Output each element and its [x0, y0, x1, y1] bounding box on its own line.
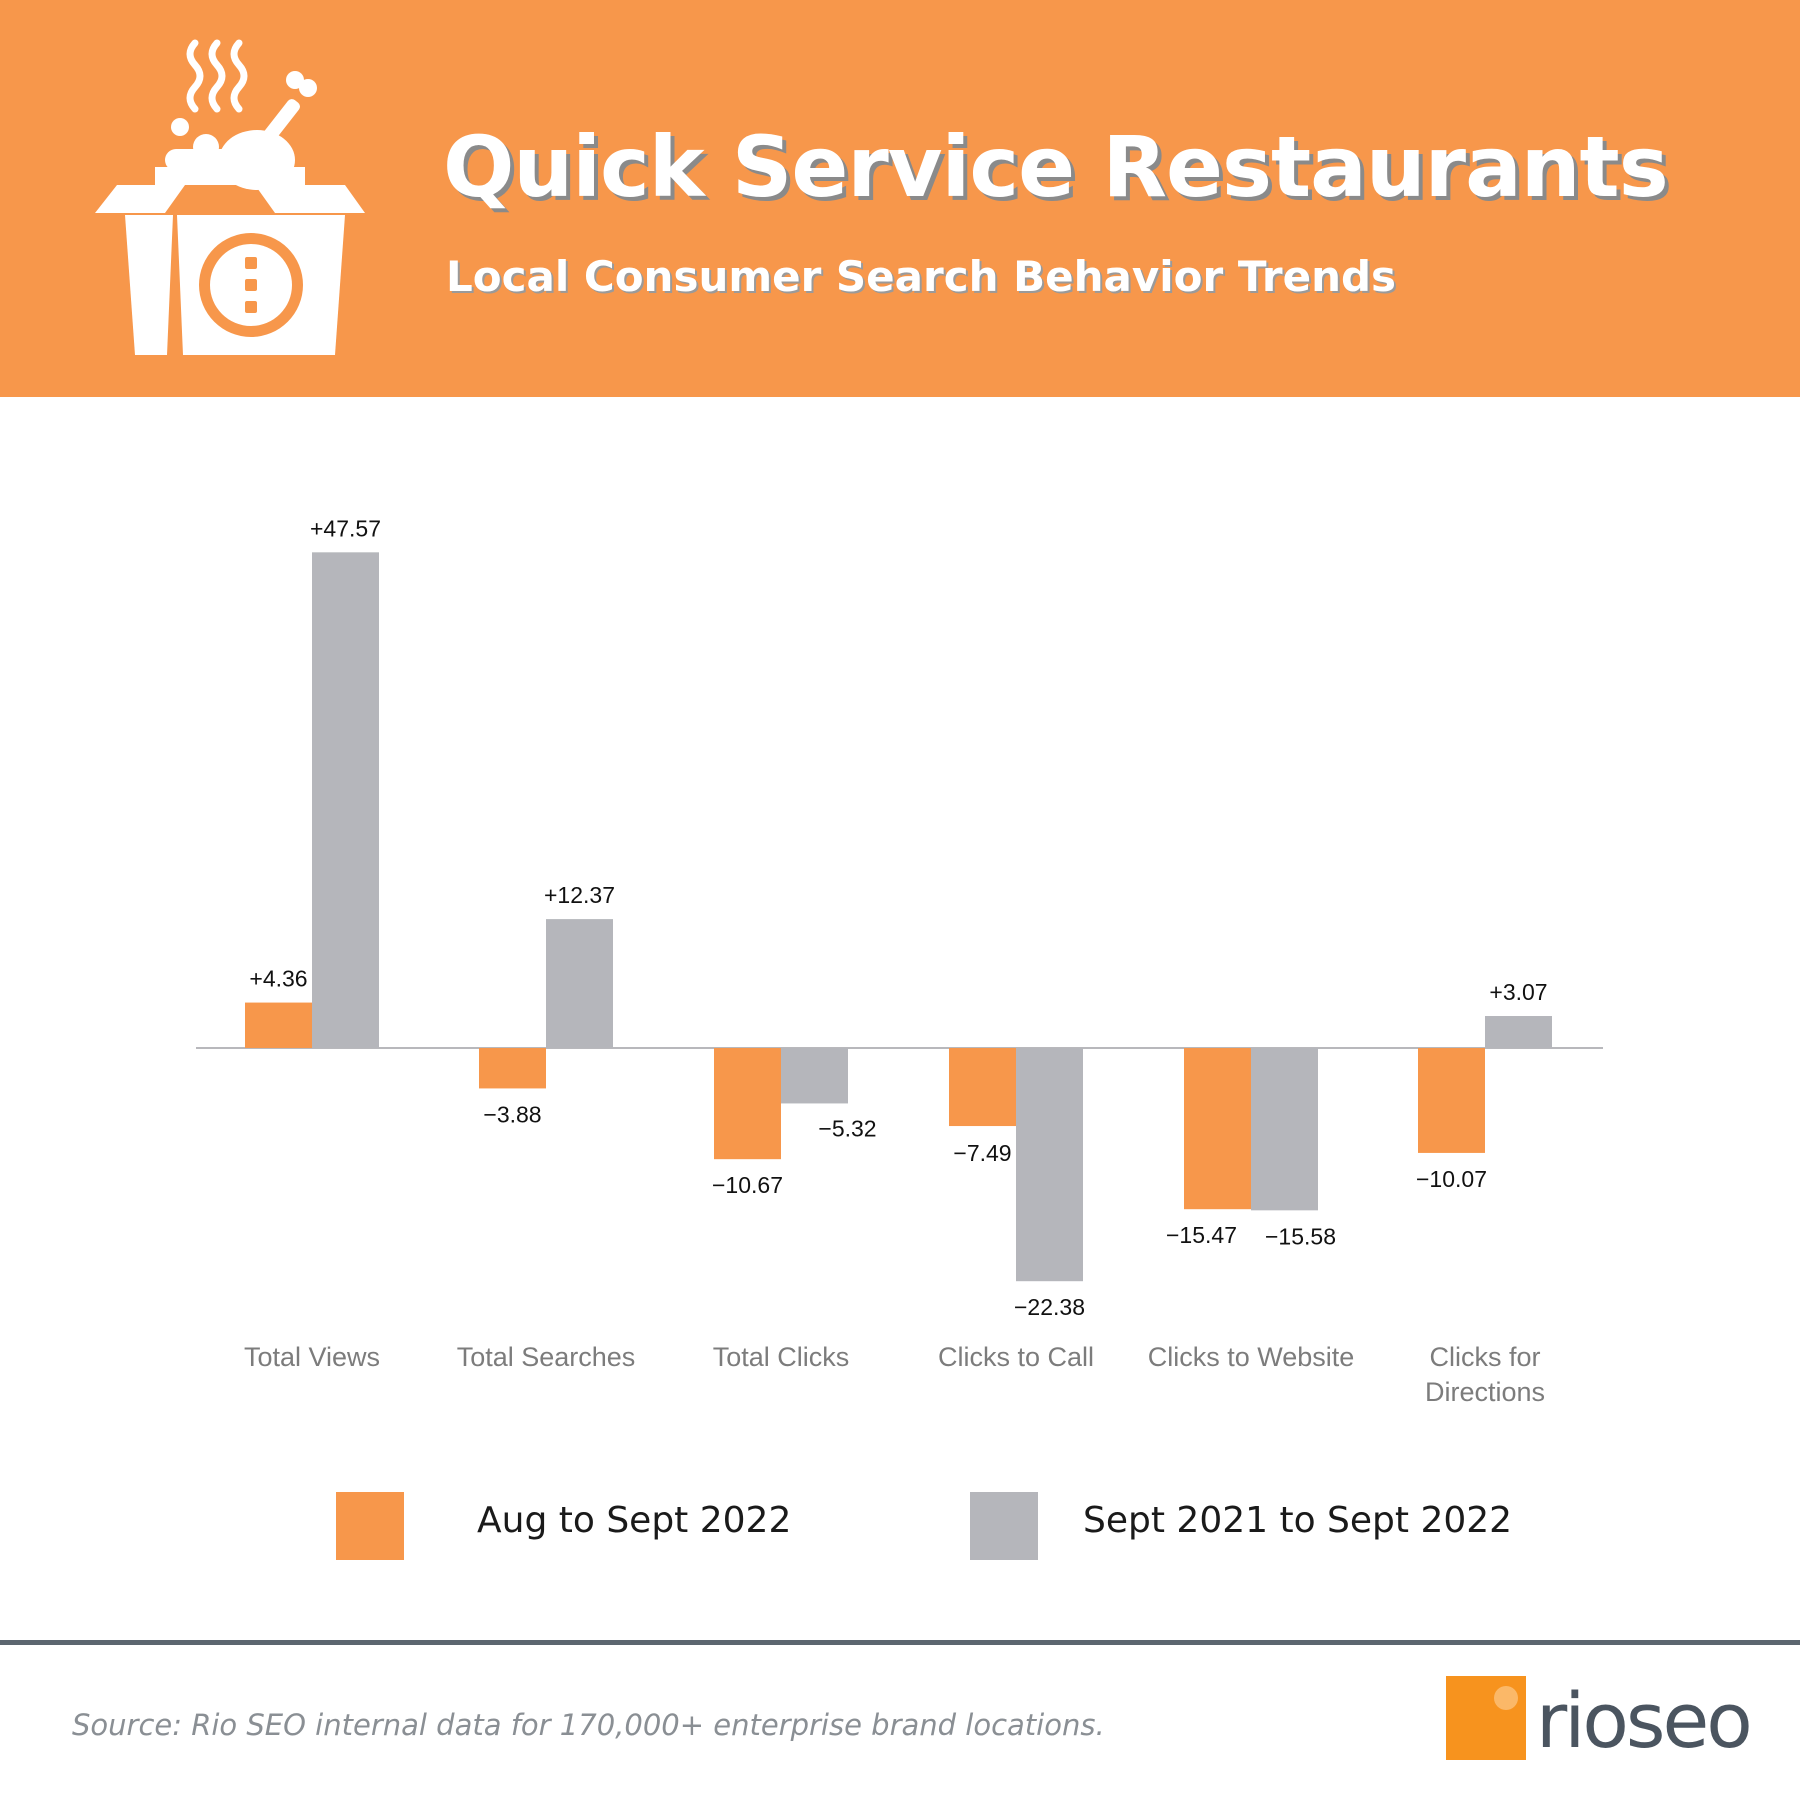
- bar-sept-2021-sept-2022-4: [1251, 1048, 1318, 1211]
- legend-label-aug-sept-2022: Aug to Sept 2022: [477, 1500, 792, 1541]
- source-note: Source: Rio SEO internal data for 170,00…: [72, 1708, 1105, 1742]
- rio-seo-logo[interactable]: rioseo: [1446, 1670, 1776, 1770]
- bar-value-label-1-0: +47.57: [310, 515, 381, 541]
- takeout-food-box-icon: [95, 39, 365, 355]
- category-label-5-line2: Directions: [1425, 1377, 1545, 1407]
- legend-swatch-aug-sept-2022: [336, 1492, 404, 1560]
- bar-aug-sept-2022-0: [245, 1002, 312, 1048]
- category-label-3: Clicks to Call: [938, 1342, 1094, 1372]
- logo-wordmark: rioseo: [1536, 1676, 1753, 1765]
- bar-value-label-0-4: −15.47: [1166, 1222, 1237, 1248]
- legend-swatch-sept-2021-sept-2022: [970, 1492, 1038, 1560]
- bar-aug-sept-2022-4: [1184, 1048, 1251, 1210]
- category-label-4: Clicks to Website: [1148, 1342, 1355, 1372]
- bar-value-label-0-5: −10.07: [1416, 1166, 1487, 1192]
- bar-sept-2021-sept-2022-1: [546, 919, 613, 1048]
- category-label-2: Total Clicks: [713, 1342, 850, 1372]
- bar-chart: +4.36 −3.88 −10.67 −7.49 −15.47 −10.07 +47.57 +…: [196, 515, 1603, 1407]
- logo-mark: [1446, 1676, 1526, 1760]
- bar-sept-2021-sept-2022-3: [1016, 1048, 1083, 1282]
- bar-value-label-1-2: −5.32: [818, 1115, 876, 1141]
- bar-value-label-0-2: −10.67: [712, 1172, 783, 1198]
- bar-aug-sept-2022-1: [479, 1048, 546, 1089]
- bar-value-label-1-3: −22.38: [1014, 1294, 1085, 1320]
- page-title: Quick Service Restaurants: [443, 118, 1669, 216]
- bar-sept-2021-sept-2022-0: [312, 552, 379, 1048]
- bar-value-label-0-3: −7.49: [953, 1140, 1011, 1166]
- bar-aug-sept-2022-5: [1418, 1048, 1485, 1153]
- bar-aug-sept-2022-3: [949, 1048, 1016, 1127]
- bar-sept-2021-sept-2022-2: [781, 1048, 848, 1104]
- bar-value-label-0-1: −3.88: [483, 1101, 541, 1127]
- bar-value-label-1-4: −15.58: [1265, 1223, 1336, 1249]
- bar-aug-sept-2022-2: [714, 1048, 781, 1160]
- category-label-0: Total Views: [244, 1342, 380, 1372]
- page-subtitle: Local Consumer Search Behavior Trends: [446, 252, 1397, 301]
- category-label-1: Total Searches: [457, 1342, 636, 1372]
- footer-divider: [0, 1640, 1800, 1645]
- bar-value-label-0-0: +4.36: [249, 966, 307, 992]
- legend-label-sept-2021-sept-2022: Sept 2021 to Sept 2022: [1083, 1500, 1513, 1541]
- category-label-5: Clicks for: [1429, 1342, 1540, 1372]
- header-banner: Quick Service Restaurants Local Consumer…: [0, 0, 1800, 397]
- bar-value-label-1-1: +12.37: [544, 882, 615, 908]
- bar-sept-2021-sept-2022-5: [1485, 1016, 1552, 1048]
- bar-value-label-1-5: +3.07: [1489, 979, 1547, 1005]
